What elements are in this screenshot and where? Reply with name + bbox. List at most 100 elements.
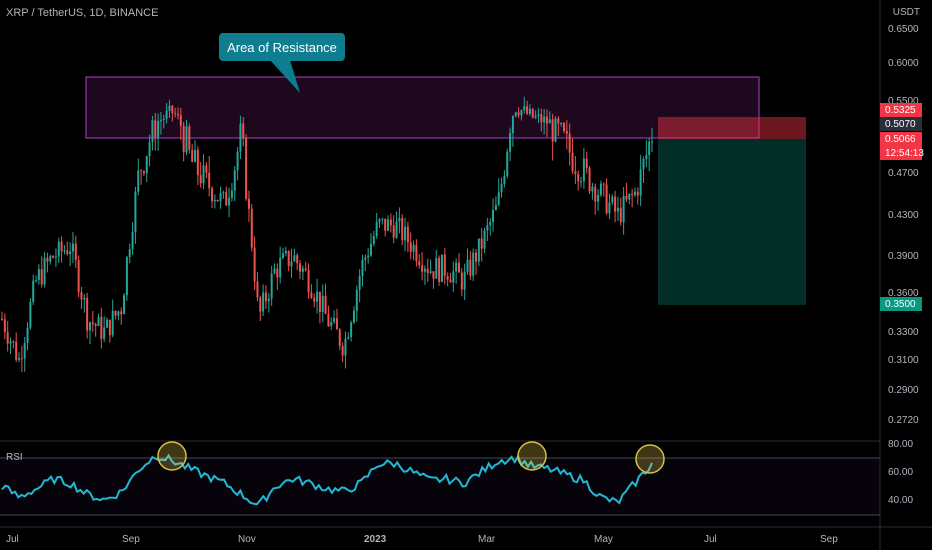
candle-body (154, 120, 157, 138)
svg-text:0.5070: 0.5070 (885, 119, 916, 130)
candle-body (361, 259, 364, 277)
candle-body (233, 170, 236, 191)
candle-body (537, 114, 540, 116)
candle-body (520, 110, 523, 116)
candle-body (151, 120, 154, 143)
candle-body (398, 218, 401, 222)
candle-body (457, 262, 460, 273)
candle-body (26, 327, 29, 343)
candle-body (313, 297, 316, 302)
candle-body (49, 256, 52, 262)
candle-body (406, 226, 409, 243)
candle-body (619, 207, 622, 223)
price-tick: 0.6000 (888, 58, 919, 69)
candle-body (12, 341, 15, 343)
candle-body (20, 358, 23, 360)
candle-body (355, 289, 358, 311)
candle-body (284, 250, 287, 254)
stop-loss-zone[interactable] (658, 117, 806, 139)
candle-body (460, 272, 463, 290)
candle-body (137, 170, 140, 192)
candle-body (489, 221, 492, 226)
candle-body (571, 152, 574, 172)
resistance-zone[interactable] (85, 76, 760, 139)
candle-body (259, 297, 262, 312)
candle-body (60, 241, 63, 252)
svg-text:0.5325: 0.5325 (885, 105, 916, 116)
candle-body (599, 183, 602, 195)
candle-body (358, 276, 361, 290)
candle-body (633, 191, 636, 196)
rsi-band (0, 458, 880, 515)
candle-body (375, 222, 378, 237)
candle-body (455, 262, 458, 272)
candle-body (429, 271, 432, 273)
candle-body (486, 225, 489, 231)
candle-body (412, 244, 415, 252)
candle-body (492, 210, 495, 222)
resistance-callout[interactable]: Area of Resistance (219, 33, 345, 61)
candle-body (389, 219, 392, 226)
candle-body (528, 108, 531, 114)
candle-body (247, 198, 250, 209)
candle-body (432, 271, 435, 279)
candle-body (565, 130, 568, 134)
candle-body (40, 269, 43, 285)
candle-body (83, 297, 86, 300)
candle-body (171, 105, 174, 114)
candle-body (304, 268, 307, 271)
candle-body (216, 199, 219, 202)
candle-body (404, 226, 407, 241)
candle-body (497, 192, 500, 205)
candle-body (577, 173, 580, 182)
candle-body (514, 112, 517, 117)
price-tick: 0.2720 (888, 415, 919, 426)
take-profit-zone[interactable] (658, 139, 806, 305)
candle-body (523, 106, 526, 111)
candle-body (540, 114, 543, 123)
candle-body (273, 268, 276, 274)
candle-body (179, 115, 182, 126)
candle-body (276, 268, 279, 278)
candle-body (176, 114, 179, 116)
candle-body (1, 319, 3, 320)
candle-body (290, 261, 293, 267)
candle-body (321, 295, 324, 312)
callout-pointer (270, 60, 300, 93)
time-tick: Mar (478, 534, 496, 545)
rsi-tick: 80.00 (888, 439, 913, 450)
candle-body (608, 202, 611, 214)
candle-body (128, 249, 131, 258)
candle-body (591, 186, 594, 192)
candle-body (148, 142, 151, 157)
candle-body (506, 151, 509, 177)
candle-body (140, 170, 143, 172)
time-tick: May (594, 534, 613, 545)
candle-body (367, 255, 370, 258)
candle-body (645, 155, 648, 160)
candle-body (194, 149, 197, 162)
candle-body (91, 322, 94, 325)
candle-body (338, 329, 341, 346)
candle-body (440, 254, 443, 282)
price-tag: 0.3500 (880, 297, 922, 311)
candle-body (279, 257, 282, 278)
price-tick: 0.3600 (888, 288, 919, 299)
candle-body (57, 241, 60, 257)
candle-body (23, 342, 26, 359)
candle-body (384, 218, 387, 231)
candle-body (114, 310, 117, 316)
candle-body (438, 257, 441, 282)
candle-body (324, 295, 327, 314)
candle-body (494, 204, 497, 211)
candle-body (32, 280, 35, 302)
candle-body (628, 193, 631, 200)
candle-body (426, 268, 429, 273)
candle-body (131, 231, 134, 250)
candle-body (418, 261, 421, 266)
candle-body (54, 256, 57, 258)
candle-body (611, 196, 614, 203)
chart-title: XRP / TetherUS, 1D, BINANCE (6, 7, 159, 19)
candle-body (71, 243, 74, 252)
